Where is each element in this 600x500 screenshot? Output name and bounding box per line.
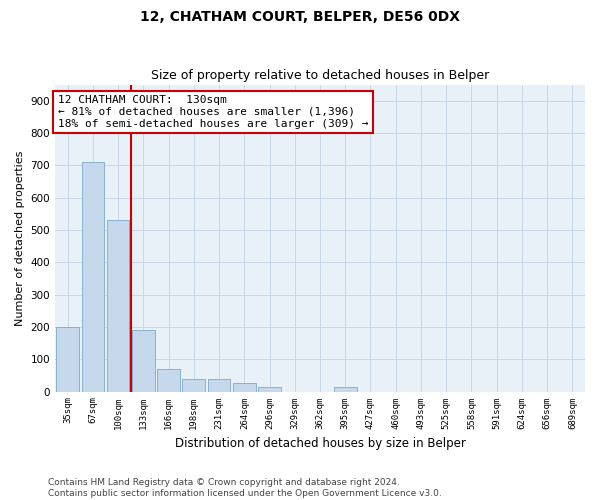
Title: Size of property relative to detached houses in Belper: Size of property relative to detached ho…: [151, 69, 489, 82]
Bar: [334, 386, 356, 392]
Bar: [233, 384, 256, 392]
Bar: [56, 327, 79, 392]
Bar: [82, 162, 104, 392]
Bar: [107, 220, 130, 392]
Bar: [157, 369, 180, 392]
Text: 12 CHATHAM COURT:  130sqm
← 81% of detached houses are smaller (1,396)
18% of se: 12 CHATHAM COURT: 130sqm ← 81% of detach…: [58, 96, 368, 128]
Bar: [132, 330, 155, 392]
Text: Contains HM Land Registry data © Crown copyright and database right 2024.
Contai: Contains HM Land Registry data © Crown c…: [48, 478, 442, 498]
Bar: [208, 378, 230, 392]
Text: 12, CHATHAM COURT, BELPER, DE56 0DX: 12, CHATHAM COURT, BELPER, DE56 0DX: [140, 10, 460, 24]
Y-axis label: Number of detached properties: Number of detached properties: [15, 150, 25, 326]
X-axis label: Distribution of detached houses by size in Belper: Distribution of detached houses by size …: [175, 437, 466, 450]
Bar: [258, 386, 281, 392]
Bar: [182, 378, 205, 392]
